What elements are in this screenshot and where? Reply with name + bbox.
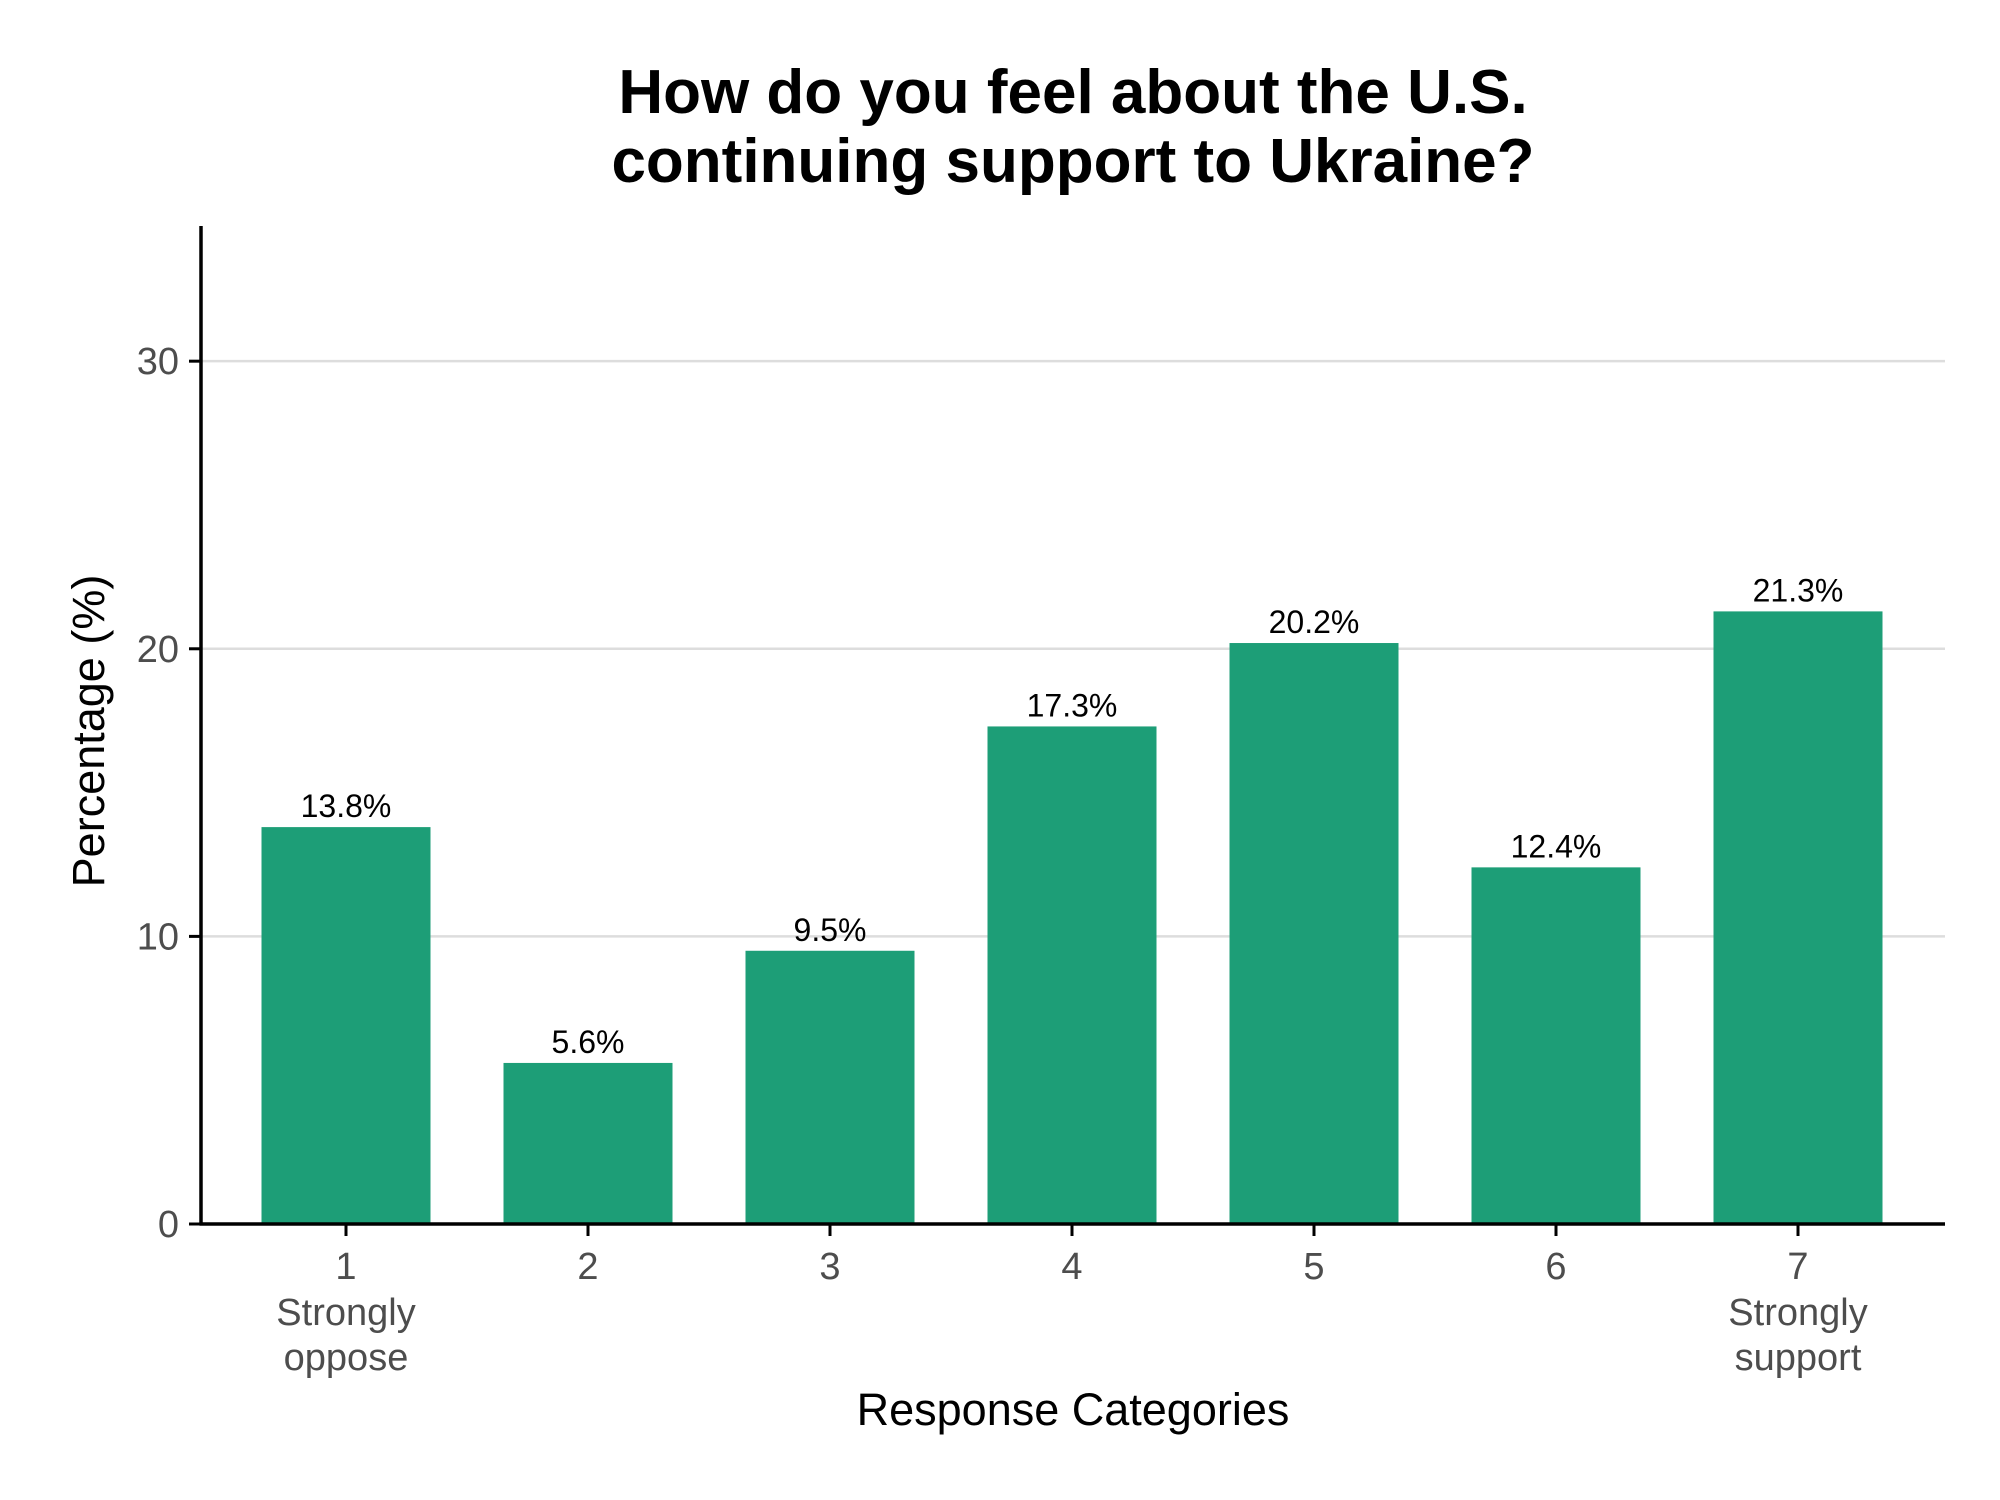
- x-tick-label-2: 2: [577, 1246, 598, 1288]
- x-tick-label-6: 6: [1545, 1246, 1566, 1288]
- x-tick-label-1: 1: [335, 1246, 356, 1288]
- x-tick-label-3: 3: [819, 1246, 840, 1288]
- bar-4: [987, 726, 1157, 1224]
- data-labels: 13.8% 5.6% 9.5% 17.3% 20.2% 12.4% 21.3%: [301, 572, 1844, 1060]
- chart-title-line-1: How do you feel about the U.S.: [618, 58, 1527, 127]
- bar-2: [503, 1062, 673, 1224]
- bar-5: [1229, 643, 1399, 1224]
- x-tick-label-7: 7: [1787, 1246, 1808, 1288]
- axes: [189, 226, 1945, 1236]
- bar-1: [261, 827, 431, 1224]
- y-tick-label-30: 30: [137, 341, 179, 383]
- x-tick-sublabel-7-2: support: [1735, 1337, 1862, 1379]
- x-tick-label-5: 5: [1303, 1246, 1324, 1288]
- bars: [261, 611, 1883, 1224]
- data-label-1: 13.8%: [301, 788, 392, 824]
- y-axis-title: Percentage (%): [63, 575, 114, 888]
- data-label-5: 20.2%: [1269, 604, 1360, 640]
- bar-3: [745, 950, 915, 1224]
- x-tick-sublabel-1-2: oppose: [284, 1337, 409, 1379]
- x-tick-sublabel-1-1: Strongly: [276, 1292, 415, 1334]
- data-label-2: 5.6%: [552, 1024, 625, 1060]
- y-tick-label-0: 0: [158, 1204, 179, 1246]
- data-label-3: 9.5%: [794, 912, 867, 948]
- data-label-7: 21.3%: [1753, 572, 1844, 608]
- bar-6: [1471, 867, 1641, 1224]
- data-label-6: 12.4%: [1511, 828, 1602, 864]
- y-tick-label-10: 10: [137, 916, 179, 958]
- chart-title-line-2: continuing support to Ukraine?: [611, 127, 1534, 196]
- y-tick-label-20: 20: [137, 629, 179, 671]
- x-tick-sublabel-7-1: Strongly: [1728, 1292, 1867, 1334]
- bar-7: [1713, 611, 1883, 1224]
- data-label-4: 17.3%: [1027, 687, 1118, 723]
- x-tick-label-4: 4: [1061, 1246, 1082, 1288]
- x-axis-title: Response Categories: [857, 1384, 1290, 1435]
